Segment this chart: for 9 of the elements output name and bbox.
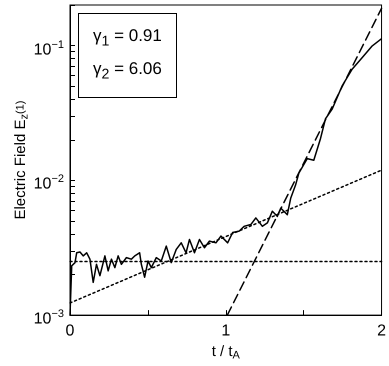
x-tick-label: 0 <box>66 322 75 340</box>
y-tick-label: 10$^{−1}$ <box>34 38 64 60</box>
annotation: γ$_{2}$ = 6.06 <box>93 58 162 85</box>
annotation: γ$_{1}$ = 0.91 <box>93 25 162 52</box>
y-tick-label: 10$^{−2}$ <box>34 172 64 195</box>
y-axis-title: Electric Field Ez(1) <box>12 100 30 220</box>
x-tick-label: 2 <box>377 322 386 340</box>
x-tick-label: 1 <box>221 322 230 340</box>
y-tick-label: 10$^{−3}$ <box>34 307 64 330</box>
